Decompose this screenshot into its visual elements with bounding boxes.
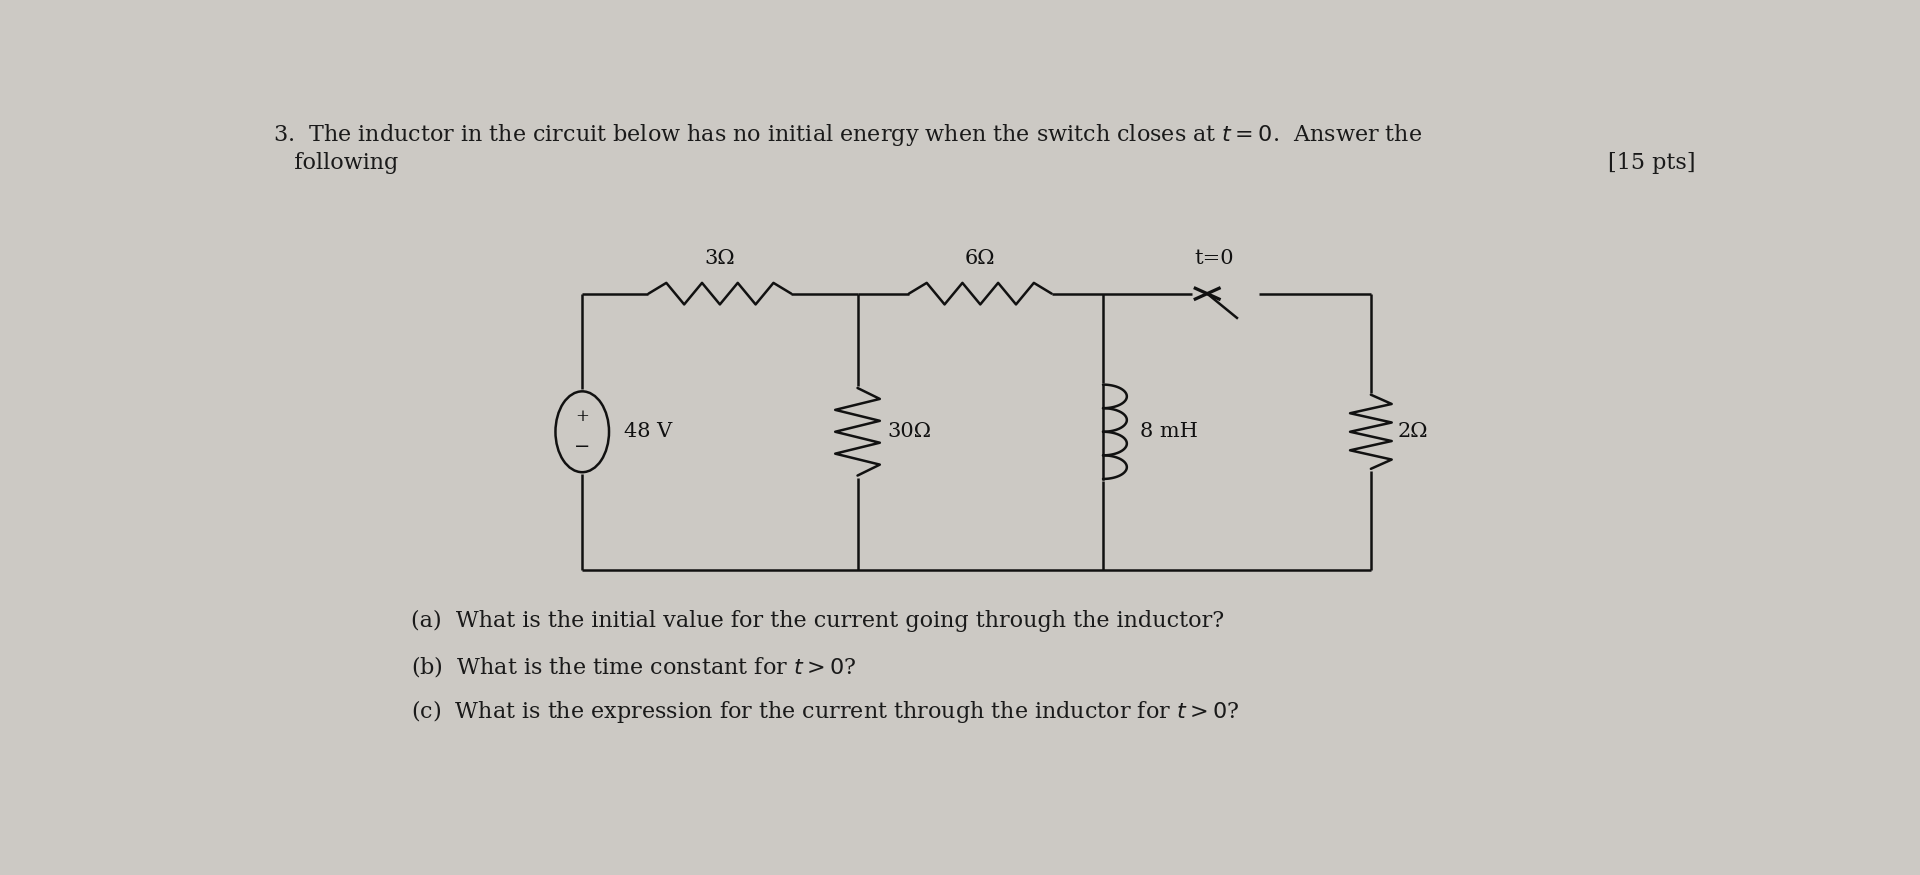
Text: +: + bbox=[576, 408, 589, 425]
Text: 3.  The inductor in the circuit below has no initial energy when the switch clos: 3. The inductor in the circuit below has… bbox=[273, 122, 1423, 148]
Text: −: − bbox=[574, 438, 591, 456]
Text: 30Ω: 30Ω bbox=[887, 423, 931, 441]
Text: 8 mH: 8 mH bbox=[1140, 423, 1198, 441]
Text: 3Ω: 3Ω bbox=[705, 249, 735, 268]
Text: 2Ω: 2Ω bbox=[1398, 423, 1428, 441]
Text: (a)  What is the initial value for the current going through the inductor?: (a) What is the initial value for the cu… bbox=[411, 611, 1225, 633]
Text: t=0: t=0 bbox=[1194, 249, 1235, 268]
Text: following: following bbox=[273, 152, 397, 174]
Text: 6Ω: 6Ω bbox=[966, 249, 996, 268]
Text: (c)  What is the expression for the current through the inductor for $t > 0$?: (c) What is the expression for the curre… bbox=[411, 698, 1238, 724]
Text: [15 pts]: [15 pts] bbox=[1607, 152, 1695, 174]
Text: (b)  What is the time constant for $t > 0$?: (b) What is the time constant for $t > 0… bbox=[411, 654, 856, 679]
Text: 48 V: 48 V bbox=[624, 423, 672, 441]
